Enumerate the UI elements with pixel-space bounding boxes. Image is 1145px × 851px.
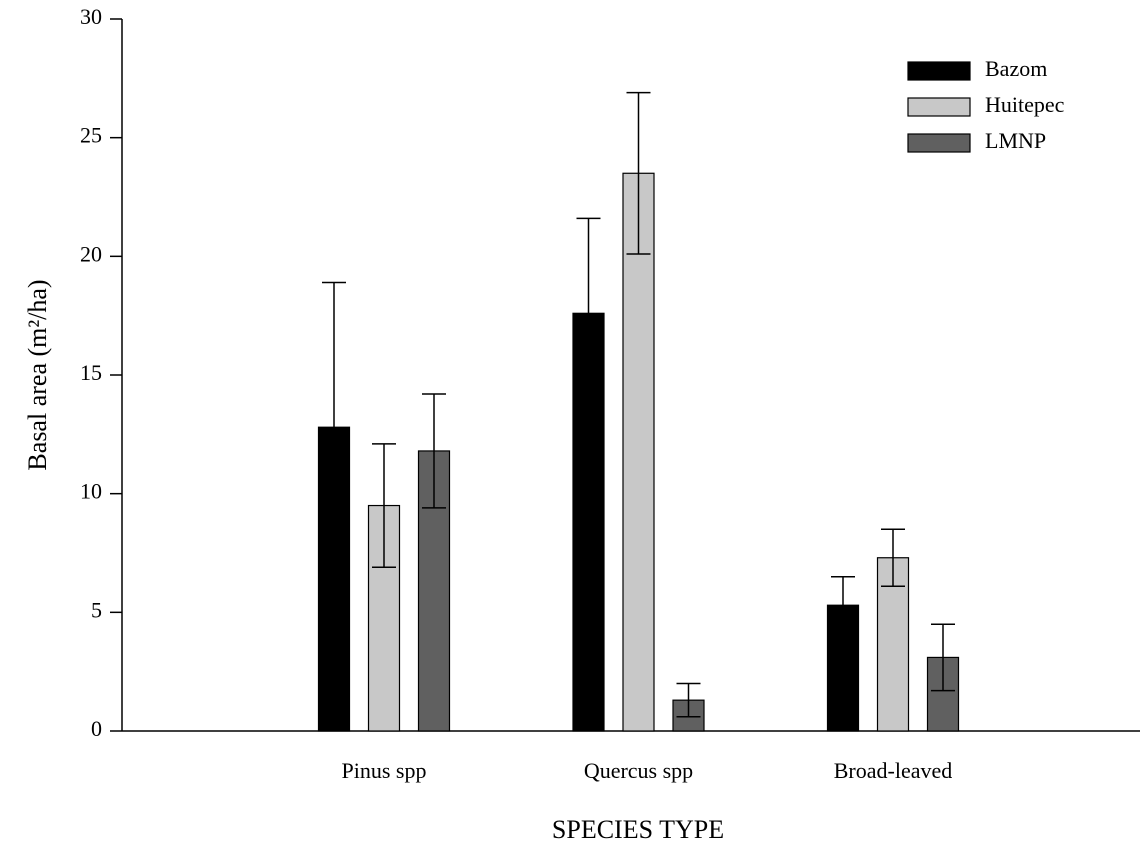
- y-tick-label: 10: [80, 479, 102, 504]
- y-tick-label: 0: [91, 716, 102, 741]
- bar: [622, 172, 655, 732]
- y-tick-label: 25: [80, 123, 102, 148]
- x-tick-label: Pinus spp: [342, 758, 427, 783]
- error-bar: [676, 682, 701, 718]
- error-bar: [322, 281, 346, 573]
- y-tick-label: 15: [80, 360, 102, 385]
- error-bar: [931, 623, 955, 692]
- error-bar: [881, 528, 905, 587]
- error-bar: [831, 575, 855, 635]
- error-bar: [372, 443, 396, 568]
- legend-swatch: [907, 61, 971, 81]
- legend-label: Bazom: [985, 56, 1047, 81]
- legend-label: LMNP: [985, 128, 1046, 153]
- error-bar: [576, 217, 601, 409]
- y-tick-label: 20: [80, 241, 102, 266]
- x-axis-title: SPECIES TYPE: [552, 815, 724, 844]
- error-bar: [626, 91, 651, 255]
- x-tick-label: Quercus spp: [584, 758, 693, 783]
- x-tick-label: Broad-leaved: [834, 758, 953, 783]
- y-tick-label: 30: [80, 4, 102, 29]
- legend-label: Huitepec: [985, 92, 1065, 117]
- y-tick-label: 5: [91, 597, 102, 622]
- legend-swatch: [907, 97, 971, 117]
- y-axis-title: Basal area (m²/ha): [23, 279, 52, 470]
- legend-swatch: [907, 133, 971, 153]
- error-bar: [422, 393, 446, 509]
